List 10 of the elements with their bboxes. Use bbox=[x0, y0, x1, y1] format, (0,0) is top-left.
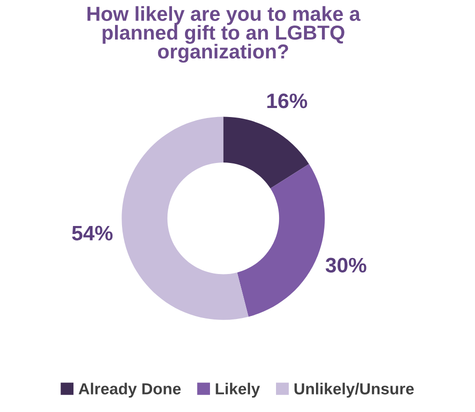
legend-label: Unlikely/Unsure bbox=[294, 382, 414, 398]
donut-slice bbox=[237, 164, 325, 317]
donut-slice bbox=[223, 116, 309, 188]
legend-label: Likely bbox=[216, 382, 260, 398]
legend-label: Already Done bbox=[78, 382, 181, 398]
donut-slice bbox=[122, 116, 249, 320]
chart-title: How likely are you to make a planned gift to an LGBTQ organization? bbox=[87, 6, 360, 63]
data-label: 16% bbox=[267, 94, 308, 108]
data-label: 30% bbox=[326, 258, 366, 273]
data-label: 54% bbox=[72, 226, 113, 240]
